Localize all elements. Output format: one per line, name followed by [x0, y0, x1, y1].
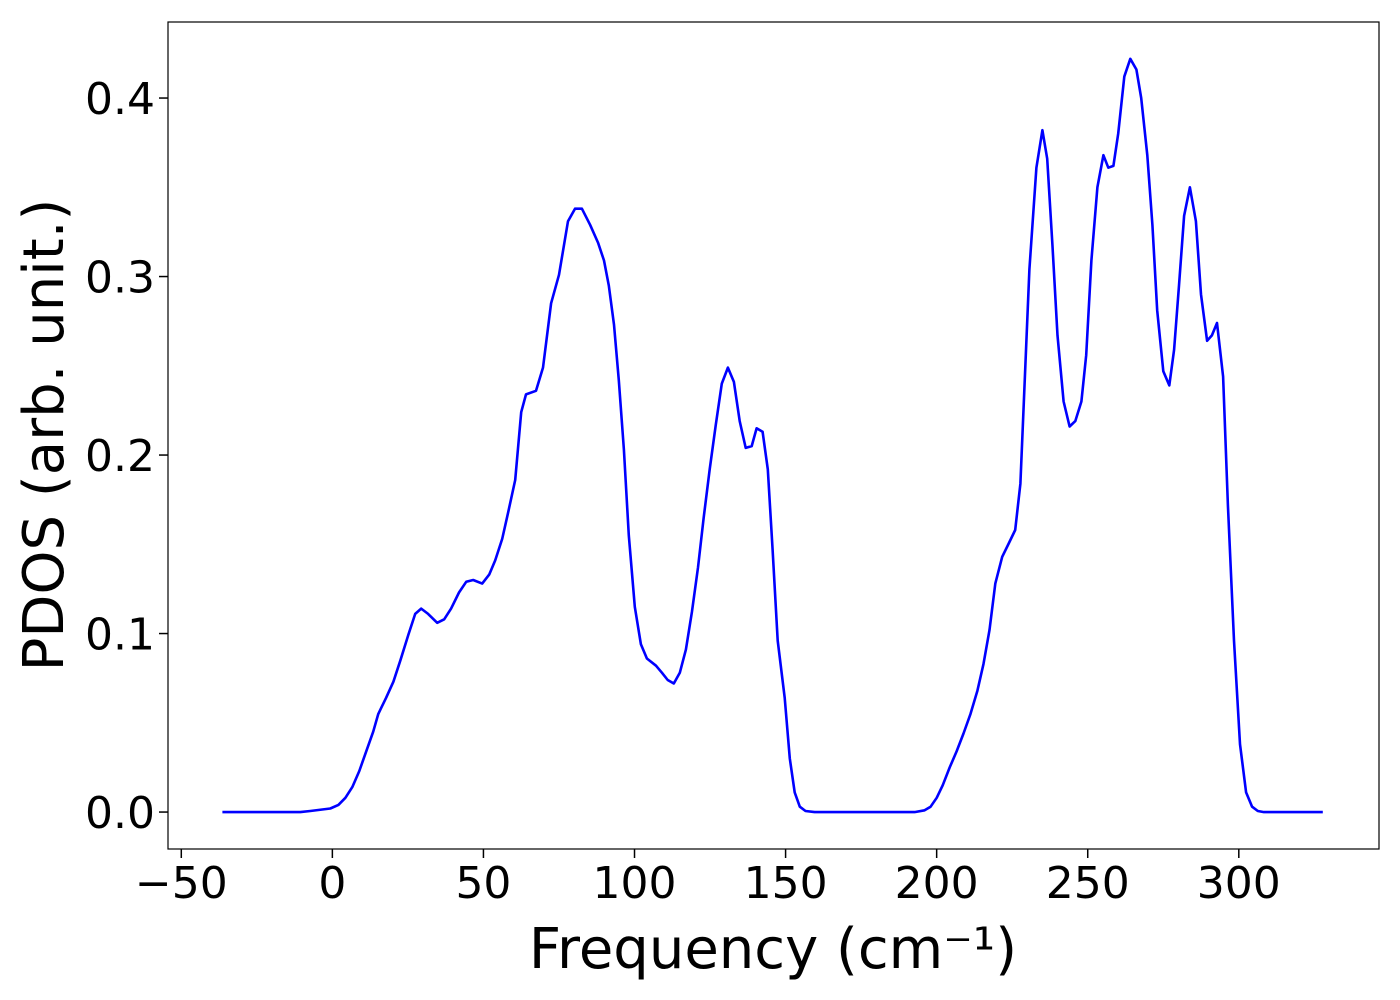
y-tick-label: 0.1 — [85, 610, 155, 661]
x-tick-label: 0 — [318, 858, 346, 909]
x-tick-label: 200 — [895, 858, 979, 909]
y-tick-label: 0.4 — [85, 74, 155, 125]
x-axis-label: Frequency (cm⁻¹) — [529, 917, 1017, 982]
y-tick-label: 0.3 — [85, 253, 155, 304]
data-line — [222, 57, 1323, 814]
x-tick-label: −50 — [135, 858, 228, 909]
y-tick-label: 0.0 — [85, 788, 155, 839]
x-tick-label: 300 — [1197, 858, 1281, 909]
x-tick-label: 100 — [593, 858, 677, 909]
y-axis-label: PDOS (arb. unit.) — [12, 199, 77, 672]
x-tick-label: 150 — [744, 858, 828, 909]
x-tick-label: 50 — [455, 858, 511, 909]
x-tick-label: 250 — [1046, 858, 1130, 909]
y-tick-label: 0.2 — [85, 431, 155, 482]
plot-frame — [167, 21, 1380, 850]
